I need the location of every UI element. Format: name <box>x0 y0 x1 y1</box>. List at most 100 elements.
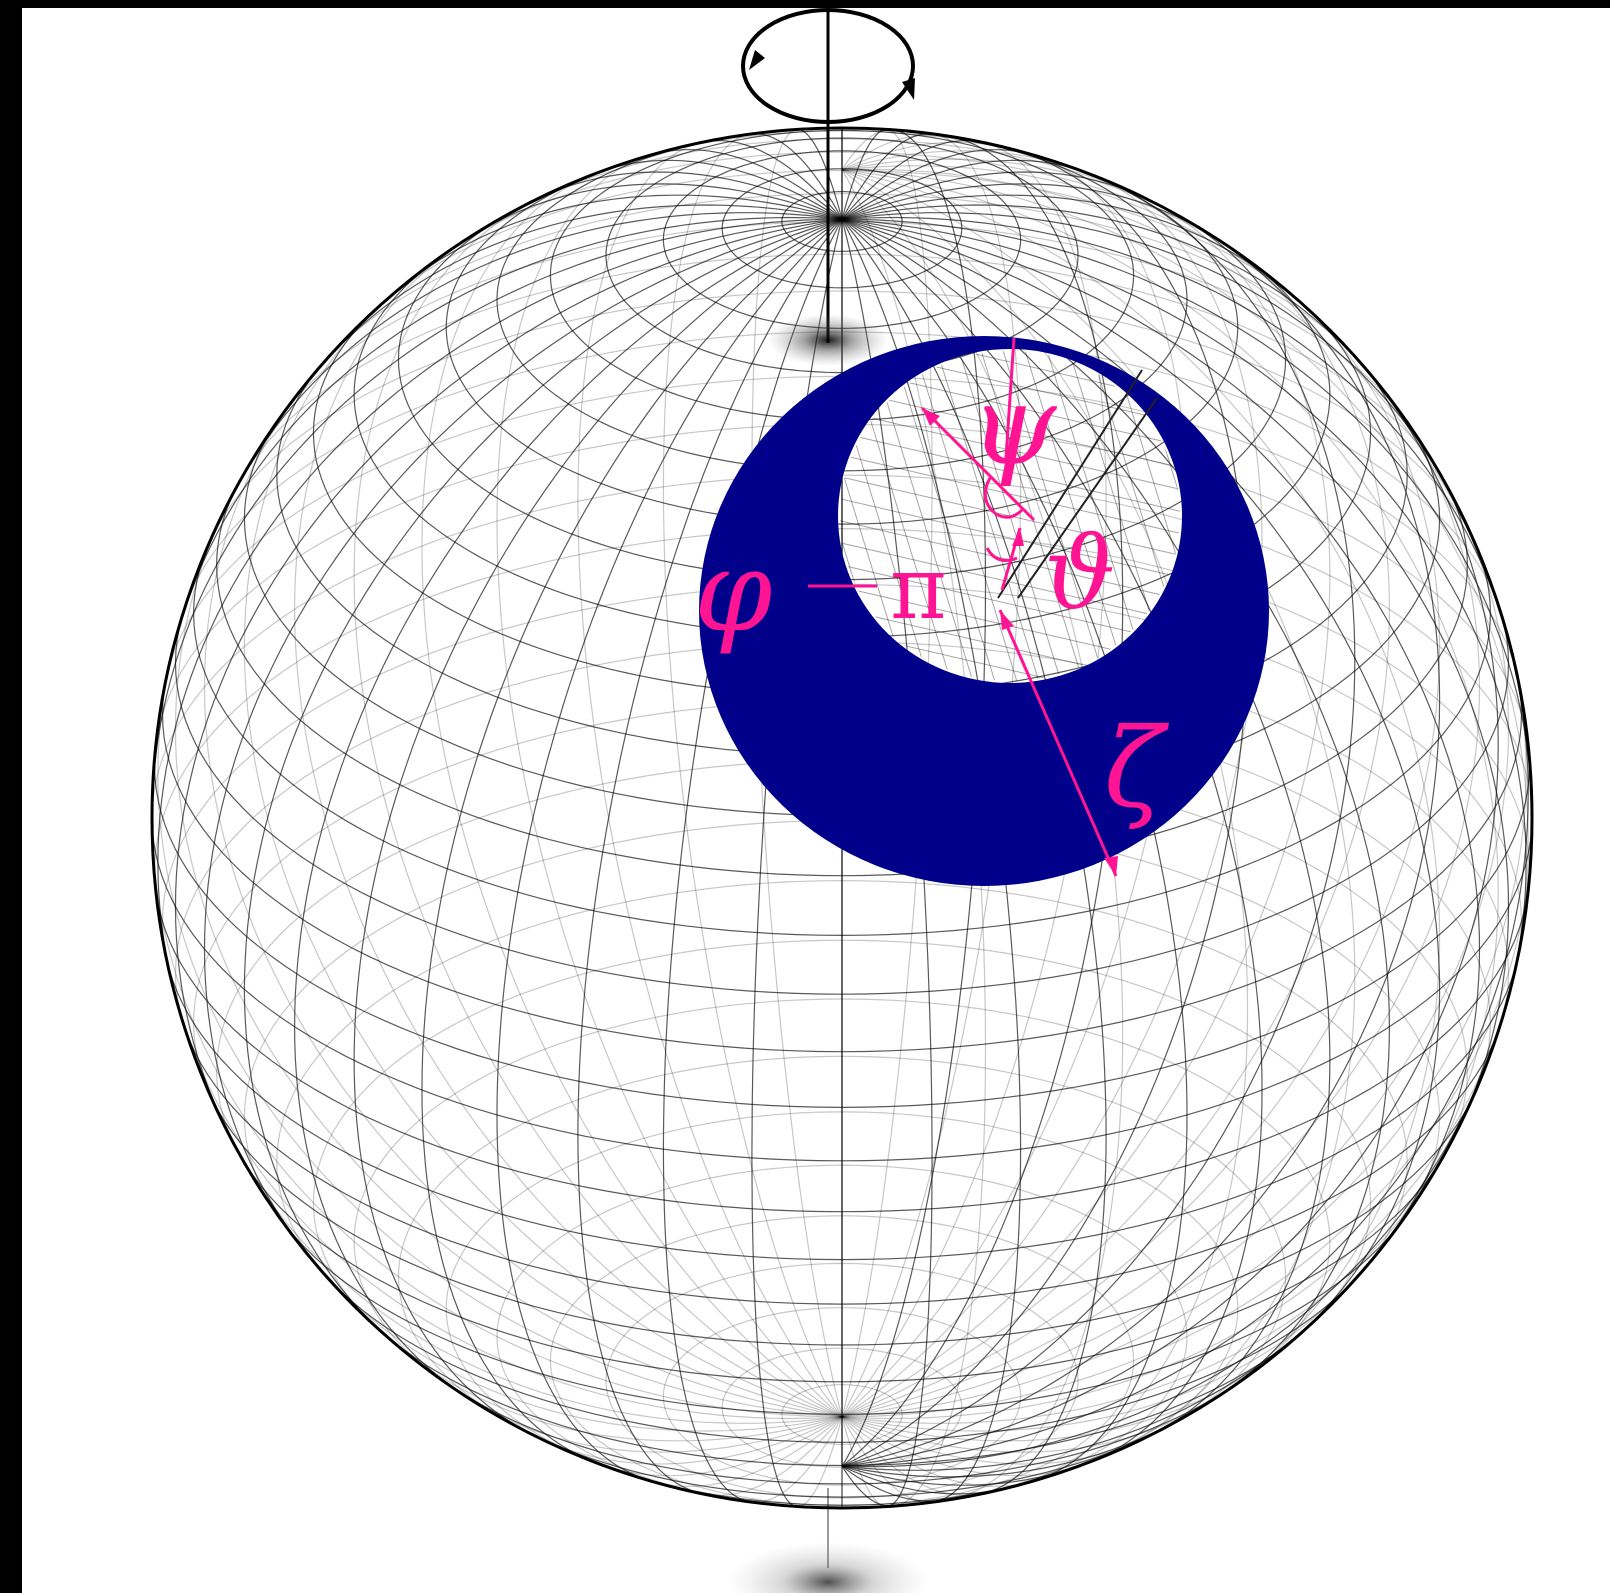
grid-line <box>841 183 1209 234</box>
psi-line <box>1004 337 1016 459</box>
hole-grid-line <box>840 351 937 681</box>
grid-line <box>841 169 1529 1010</box>
grid-line <box>353 258 843 638</box>
grid-line <box>240 1156 843 1383</box>
grid-line <box>397 194 843 291</box>
hole-grid-line <box>840 411 1180 533</box>
grid-line <box>841 1025 1501 1468</box>
grid-line <box>841 159 1081 220</box>
grid-line <box>841 218 1527 987</box>
hole-grid-line <box>840 477 1180 599</box>
grid-line <box>662 133 843 1418</box>
grid-line <box>841 616 1510 995</box>
grid-line <box>475 183 843 234</box>
hole-grid-line <box>1083 351 1180 681</box>
grid-line <box>841 1264 1368 1432</box>
hole-grid-line <box>840 609 1180 681</box>
rotation-arrow-icon <box>741 8 915 124</box>
grid-line <box>841 1402 1209 1453</box>
hole-grid-line <box>1061 351 1180 681</box>
hole-grid-line <box>840 351 981 681</box>
grid-line <box>841 169 1356 1460</box>
grid-line <box>841 129 890 171</box>
grid-line <box>841 218 1441 1338</box>
hole-grid-line <box>840 521 1180 643</box>
grid-line <box>841 150 1249 1467</box>
dark-annulus <box>699 336 1269 886</box>
grid-line <box>841 1465 943 1502</box>
theta-label: ϑ <box>1044 515 1115 632</box>
grid-line <box>841 1465 890 1507</box>
grid-line <box>841 690 1523 1053</box>
grid-line <box>192 545 843 936</box>
grid-line <box>841 194 1287 291</box>
grid-line <box>353 218 843 1437</box>
phi-label: φ <box>694 527 772 657</box>
hole-grid-line <box>907 351 1069 681</box>
grid-line <box>174 493 843 1418</box>
grid-line <box>544 171 843 220</box>
grid-line <box>152 218 843 803</box>
grid-line <box>157 218 843 987</box>
grid-line <box>421 218 843 1463</box>
grid-line <box>155 893 843 1213</box>
grid-line <box>841 1155 1445 1424</box>
hole-grid-line <box>840 543 1180 665</box>
frame-axes <box>997 369 1158 599</box>
hole-grid-line <box>840 351 959 681</box>
grid-line <box>397 1345 843 1442</box>
grid-line <box>316 1264 843 1432</box>
grid-line <box>152 829 843 1162</box>
grid-line <box>841 1156 1444 1383</box>
grid-line <box>212 1100 843 1346</box>
grid-line <box>841 239 1391 1418</box>
grid-line <box>841 258 1331 638</box>
grid-line <box>841 169 1499 1284</box>
grid-line <box>496 155 843 1418</box>
grid-line <box>280 1218 843 1415</box>
grid-line <box>421 173 843 1418</box>
grid-line <box>662 218 843 1503</box>
grid-line <box>185 1030 843 1305</box>
grid-line <box>841 493 1510 1418</box>
grid-line <box>841 169 987 1507</box>
grid-line <box>841 1416 981 1497</box>
grid-line <box>703 1416 843 1497</box>
grid-line <box>841 218 1022 1503</box>
grid-line <box>841 176 1356 1467</box>
grid-line <box>841 218 1263 1463</box>
grid-line <box>841 1001 1508 1420</box>
grid-line <box>841 219 933 1507</box>
annotation-arrows <box>808 337 1118 877</box>
grid-line <box>841 231 1441 1467</box>
grid-line <box>841 129 933 1417</box>
grid-line <box>841 218 1481 1255</box>
grid-line <box>316 204 843 372</box>
angle-arc-small <box>983 477 1024 519</box>
angle-arc-inner <box>985 547 1018 562</box>
hole-grid-line <box>840 351 1180 423</box>
grid-line <box>577 218 843 1494</box>
grid-line <box>157 649 843 1418</box>
grid-line <box>841 128 888 220</box>
zeta-label: ζ <box>1104 704 1170 832</box>
grid-line <box>276 368 843 756</box>
grid-line <box>841 218 1532 819</box>
grid-line <box>176 216 843 635</box>
grid-line <box>841 649 1527 1418</box>
grid-line <box>841 204 1368 372</box>
hole-grid-line <box>1039 351 1180 681</box>
grid-line <box>703 139 843 220</box>
grid-line <box>475 1402 843 1453</box>
grid-line <box>174 616 843 995</box>
hole-grid-line <box>840 389 1180 511</box>
grid-line <box>312 309 843 697</box>
grid-line <box>161 690 843 1053</box>
grid-line <box>752 133 843 220</box>
grid-line <box>203 218 843 1255</box>
grid-line <box>383 1333 843 1467</box>
grid-line <box>603 159 843 220</box>
hole-grid-line <box>1017 351 1179 681</box>
grid-line <box>653 149 843 220</box>
sphere-diagram: ψ ϑ π φ ζ <box>150 8 1534 1593</box>
